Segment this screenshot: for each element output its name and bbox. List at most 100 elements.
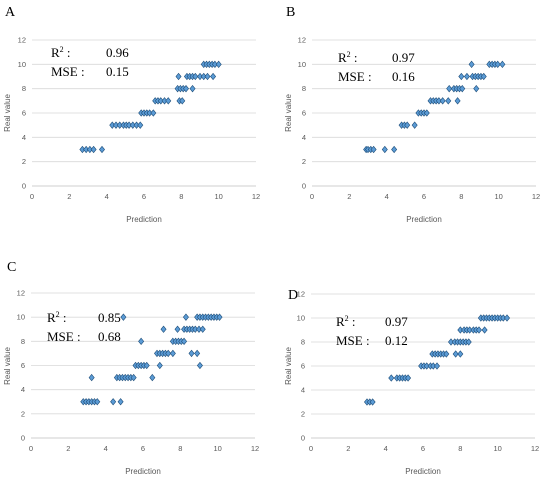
data-point	[443, 350, 450, 358]
data-point	[216, 313, 223, 321]
r2-label: R2 :	[47, 310, 67, 325]
data-point	[160, 325, 167, 333]
x-tick-label: 2	[346, 444, 350, 453]
r2-value: 0.96	[106, 45, 129, 60]
x-axis-title: Prediction	[405, 467, 441, 476]
y-tick-label: 6	[21, 361, 25, 370]
y-tick-label: 6	[301, 362, 305, 371]
x-axis-title: Prediction	[126, 215, 162, 224]
r2-value: 0.97	[385, 314, 408, 329]
data-point	[434, 362, 440, 370]
y-tick-label: 8	[302, 84, 306, 93]
y-axis-title: Real value	[284, 347, 293, 385]
x-tick-label: 2	[66, 444, 70, 453]
y-tick-label: 2	[301, 410, 305, 419]
data-point	[411, 121, 418, 129]
x-tick-label: 0	[309, 444, 313, 453]
data-point	[150, 109, 157, 117]
x-tick-label: 8	[178, 444, 182, 453]
y-tick-label: 0	[301, 434, 305, 443]
r2-letter: R	[47, 310, 56, 325]
data-point	[175, 72, 182, 81]
y-axis-title: Real value	[3, 94, 12, 132]
x-tick-label: 8	[459, 192, 463, 201]
data-point	[199, 325, 206, 333]
x-axis-title: Prediction	[406, 215, 442, 224]
x-tick-label: 12	[252, 192, 260, 201]
y-tick-label: 4	[301, 386, 305, 395]
y-tick-label: 4	[21, 385, 25, 394]
data-point	[494, 60, 501, 69]
y-axis-title: Real value	[284, 94, 293, 132]
panel-letter: C	[7, 260, 16, 275]
data-point	[182, 313, 189, 321]
data-point	[457, 350, 464, 358]
y-axis-title: Real value	[3, 347, 12, 385]
data-point	[404, 121, 411, 129]
data-point	[381, 145, 388, 154]
data-point	[181, 337, 188, 346]
y-tick-label: 10	[18, 60, 26, 69]
data-point	[463, 72, 470, 81]
y-tick-label: 8	[22, 84, 26, 93]
y-tick-label: 2	[22, 157, 26, 166]
data-point	[439, 97, 446, 105]
r2-value: 0.97	[392, 50, 415, 65]
data-point	[204, 72, 211, 81]
r2-superscript: 2	[345, 314, 349, 323]
r2-separator: :	[64, 45, 71, 60]
r2-superscript: 2	[60, 45, 64, 54]
mse-label: MSE :	[336, 333, 370, 348]
y-tick-label: 12	[18, 36, 26, 45]
panel-letter: B	[286, 5, 295, 20]
x-tick-label: 8	[458, 444, 462, 453]
data-point	[370, 145, 377, 154]
x-tick-label: 10	[213, 444, 221, 453]
data-point	[504, 314, 510, 322]
y-tick-label: 10	[17, 313, 25, 322]
y-tick-label: 8	[301, 338, 305, 347]
x-tick-label: 12	[531, 444, 539, 453]
data-point	[183, 84, 189, 93]
data-point	[120, 313, 127, 321]
data-point	[194, 349, 201, 358]
r2-superscript: 2	[56, 310, 60, 319]
data-point	[165, 97, 172, 105]
data-point	[481, 326, 488, 334]
data-point	[391, 145, 398, 154]
x-tick-label: 6	[141, 444, 145, 453]
data-point	[454, 97, 461, 105]
data-point	[94, 398, 101, 406]
mse-value: 0.12	[385, 333, 408, 348]
data-point	[88, 373, 95, 382]
y-tick-label: 12	[298, 36, 306, 45]
data-point	[196, 361, 203, 370]
x-tick-label: 4	[104, 444, 108, 453]
data-point	[215, 60, 222, 69]
x-tick-label: 10	[214, 192, 222, 201]
r2-letter: R	[336, 314, 345, 329]
data-point	[465, 338, 472, 346]
data-point	[143, 361, 150, 370]
y-tick-label: 10	[297, 314, 305, 323]
data-point	[137, 121, 144, 129]
data-point	[130, 373, 137, 382]
y-tick-label: 2	[302, 157, 306, 166]
x-tick-label: 6	[422, 192, 426, 201]
x-tick-label: 2	[347, 192, 351, 201]
r2-superscript: 2	[347, 50, 351, 59]
data-point	[188, 349, 195, 358]
x-tick-label: 0	[30, 192, 34, 201]
mse-label: MSE :	[51, 64, 85, 79]
y-tick-label: 10	[298, 60, 306, 69]
y-tick-label: 12	[17, 289, 25, 298]
x-tick-label: 2	[67, 192, 71, 201]
data-point	[445, 97, 452, 105]
y-tick-label: 0	[21, 434, 25, 443]
data-point	[90, 145, 97, 154]
data-point	[468, 60, 475, 69]
data-point	[369, 398, 376, 406]
data-point	[210, 72, 217, 81]
x-tick-label: 0	[29, 444, 33, 453]
